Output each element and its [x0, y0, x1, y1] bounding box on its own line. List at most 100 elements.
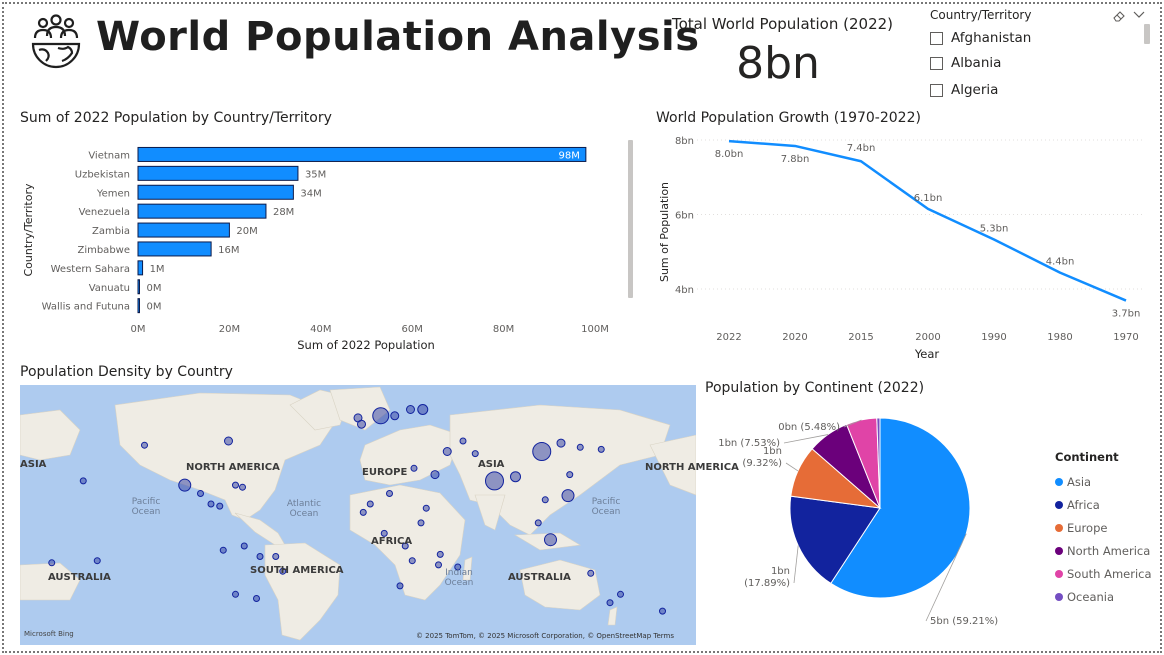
bar: [137, 241, 212, 257]
line-data-label: 3.7bn: [1112, 309, 1141, 320]
eraser-icon[interactable]: [1112, 9, 1126, 23]
slicer-item-label: Albania: [951, 55, 1002, 71]
legend-label: Oceania: [1067, 589, 1115, 604]
map-bubble: [279, 567, 287, 575]
map-bubble: [239, 483, 246, 491]
map-bubble: [372, 407, 390, 425]
bar-x-tick-label: 80M: [493, 324, 514, 335]
bar-x-tick-label: 100M: [581, 324, 609, 335]
pie-data-label: 1bn (17.89%): [744, 566, 790, 589]
bar-data-label: 35M: [305, 169, 326, 180]
map-bubble: [224, 436, 233, 446]
line-x-tick-label: 1990: [981, 332, 1006, 343]
map-bubble: [386, 490, 393, 497]
pie-leader-line: [783, 434, 829, 444]
line-x-tick-label: 2015: [848, 332, 873, 343]
bar-chart[interactable]: Country/Territory Vietnam 98M Uzbekistan 35M…: [18, 132, 638, 357]
bar-data-label: 28M: [273, 207, 294, 218]
checkbox[interactable]: [930, 83, 943, 97]
pie-leader-line: [925, 533, 967, 622]
population-density-map[interactable]: ASIA NORTH AMERICA EUROPE ASIA NORTH AME…: [20, 385, 739, 645]
line-chart[interactable]: 8bn 6bn 4bn Sum of Population 8.0bn 2022 7.8bn…: [652, 128, 1152, 366]
bar-data-label: 98M: [559, 150, 580, 161]
map-label-south-america: SOUTH AMERICA: [250, 565, 344, 576]
map-bubble: [390, 411, 400, 421]
line-x-tick-label: 2022: [716, 332, 741, 343]
bar-data-label: 1M: [150, 264, 165, 275]
bar-data-label: 0M: [147, 302, 162, 313]
line-data-label: 7.4bn: [847, 143, 876, 154]
line-y-tick-label: 6bn: [675, 211, 694, 222]
line-y-axis-title: Sum of Population: [658, 182, 671, 282]
map-label-australia: AUSTRALIA: [508, 572, 571, 583]
map-bubble: [541, 496, 549, 504]
bar: [137, 203, 267, 219]
checkbox[interactable]: [930, 31, 943, 45]
bar-category-label: Western Sahara: [51, 264, 130, 275]
bar-data-label: 0M: [147, 283, 162, 294]
slicer-item-albania[interactable]: Albania: [930, 55, 1001, 71]
kpi-label: Total World Population (2022): [672, 15, 894, 33]
map-bubble: [408, 557, 416, 565]
map-bubble: [576, 443, 584, 451]
bar-data-label: 20M: [236, 226, 257, 237]
bar-y-axis-title: Country/Territory: [22, 183, 35, 276]
map-attribution[interactable]: © 2025 TomTom, © 2025 Microsoft Corporat…: [415, 632, 674, 640]
bar: [137, 222, 230, 238]
map-bubble: [485, 471, 504, 491]
checkbox[interactable]: [930, 56, 943, 70]
ocean-label-pacific-west: Pacific Ocean: [131, 497, 161, 517]
slicer-item-afghanistan[interactable]: Afghanistan: [930, 30, 1031, 46]
country-slicer[interactable]: Country/Territory Afghanistan Albania Al…: [922, 4, 1154, 108]
map-label-europe: EUROPE: [362, 467, 408, 478]
map-label-north-america-east: NORTH AMERICA: [645, 462, 739, 473]
map-title: Population Density by Country: [20, 364, 233, 380]
bar-x-tick-label: 0M: [131, 324, 146, 335]
map-bubble: [534, 519, 542, 527]
bar-category-label: Zimbabwe: [77, 245, 130, 256]
map-bubble: [357, 419, 366, 429]
slicer-scrollbar[interactable]: [1144, 24, 1150, 44]
map-label-australia-west: AUSTRALIA: [48, 572, 111, 583]
pie-leader-line: [785, 462, 799, 472]
map-bubble: [510, 471, 521, 483]
bar-x-tick-label: 60M: [402, 324, 423, 335]
map-label-asia: ASIA: [478, 459, 505, 470]
map-bubble: [422, 504, 430, 512]
legend-item[interactable]: Europe: [1055, 516, 1155, 539]
map-bubble: [561, 489, 575, 503]
legend-item[interactable]: Africa: [1055, 493, 1155, 516]
pie-chart[interactable]: 5bn (59.21%) 1bn (17.89%) 1bn (9.32%)1bn (7.…: [700, 400, 1050, 640]
line-x-tick-label: 2000: [915, 332, 940, 343]
legend-item[interactable]: Asia: [1055, 470, 1155, 493]
pie-leader-line: [843, 419, 862, 428]
bar-data-label: 16M: [218, 245, 239, 256]
bar-x-tick-label: 20M: [219, 324, 240, 335]
pie-slice: [789, 495, 881, 585]
line-data-label: 8.0bn: [715, 149, 744, 160]
map-bubble: [587, 569, 595, 577]
map-bubble: [232, 481, 239, 489]
slicer-item-label: Afghanistan: [951, 30, 1032, 46]
slicer-title: Country/Territory: [930, 8, 1032, 22]
slicer-item-algeria[interactable]: Algeria: [930, 82, 998, 98]
legend-marker: [1055, 569, 1063, 578]
bar: [137, 260, 144, 276]
legend-item[interactable]: Oceania: [1055, 585, 1155, 608]
map-bubble: [442, 447, 452, 456]
legend-item[interactable]: North America: [1055, 539, 1155, 562]
chevron-down-icon[interactable]: [1133, 10, 1145, 20]
bar: [137, 165, 299, 181]
map-canvas[interactable]: [20, 385, 696, 645]
map-bubble: [417, 404, 429, 415]
legend-marker: [1055, 592, 1063, 601]
page-title: World Population Analysis: [96, 14, 700, 60]
map-bubble: [659, 607, 666, 615]
bar-chart-scrollbar: [628, 140, 633, 298]
map-bubble: [606, 599, 614, 607]
bar: [137, 184, 294, 200]
legend-item[interactable]: South America: [1055, 562, 1155, 585]
pie-data-label: 0bn (5.48%): [778, 422, 840, 433]
ocean-label-atlantic: Atlantic Ocean: [286, 499, 322, 519]
line-series: [728, 139, 1127, 302]
